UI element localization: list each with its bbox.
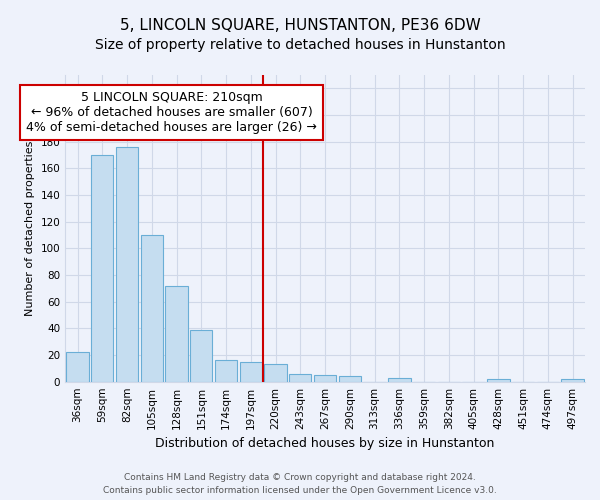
Bar [562, 379, 584, 382]
Text: 5, LINCOLN SQUARE, HUNSTANTON, PE36 6DW: 5, LINCOLN SQUARE, HUNSTANTON, PE36 6DW [119, 18, 481, 32]
Bar [215, 360, 237, 382]
Bar [388, 378, 410, 382]
Bar [116, 147, 138, 382]
Bar [240, 362, 262, 382]
Bar [67, 352, 89, 382]
Text: Size of property relative to detached houses in Hunstanton: Size of property relative to detached ho… [95, 38, 505, 52]
X-axis label: Distribution of detached houses by size in Hunstanton: Distribution of detached houses by size … [155, 437, 495, 450]
Bar [141, 235, 163, 382]
Bar [289, 374, 311, 382]
Bar [314, 375, 336, 382]
Text: Contains public sector information licensed under the Open Government Licence v3: Contains public sector information licen… [103, 486, 497, 495]
Bar [91, 155, 113, 382]
Text: Contains HM Land Registry data © Crown copyright and database right 2024.: Contains HM Land Registry data © Crown c… [124, 474, 476, 482]
Bar [339, 376, 361, 382]
Bar [265, 364, 287, 382]
Bar [166, 286, 188, 382]
Bar [487, 379, 509, 382]
Y-axis label: Number of detached properties: Number of detached properties [25, 140, 35, 316]
Bar [190, 330, 212, 382]
Text: 5 LINCOLN SQUARE: 210sqm
← 96% of detached houses are smaller (607)
4% of semi-d: 5 LINCOLN SQUARE: 210sqm ← 96% of detach… [26, 91, 317, 134]
